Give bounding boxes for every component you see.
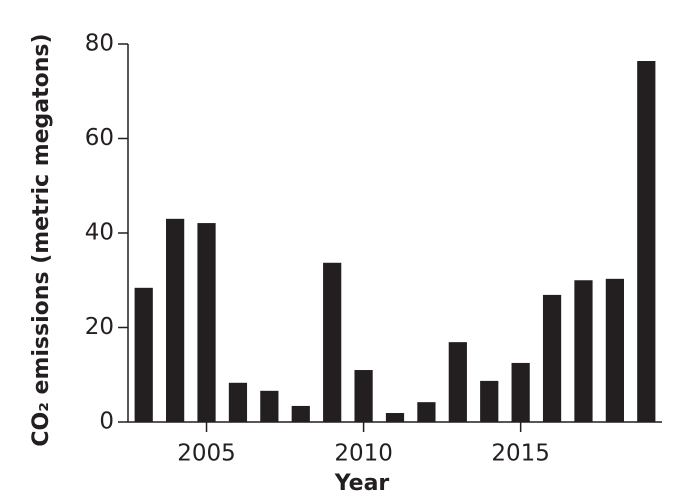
- y-tick-label: 20: [85, 314, 114, 340]
- bar: [260, 390, 279, 422]
- x-axis-label: Year: [334, 471, 390, 496]
- bar: [574, 280, 593, 422]
- bar: [354, 370, 373, 422]
- bar: [166, 218, 185, 422]
- y-tick-label: 0: [99, 409, 114, 435]
- x-tick-label: 2005: [177, 441, 236, 467]
- x-tick-label: 2015: [491, 441, 550, 467]
- y-tick-label: 60: [85, 125, 114, 151]
- bar: [605, 278, 624, 422]
- y-tick-label: 80: [85, 31, 114, 57]
- bar: [323, 262, 342, 422]
- bar: [417, 402, 436, 422]
- bar: [197, 223, 216, 422]
- bar: [637, 61, 656, 422]
- bar: [542, 294, 562, 422]
- bar: [385, 413, 405, 422]
- bar: [480, 380, 499, 422]
- y-axis-label: CO₂ emissions (metric megatons): [29, 33, 54, 446]
- bar: [511, 362, 530, 422]
- bar: [448, 342, 467, 422]
- y-tick-label: 40: [85, 220, 114, 246]
- bar: [134, 287, 153, 422]
- bar: [228, 382, 248, 422]
- bar: [291, 405, 310, 422]
- x-tick-label: 2010: [334, 441, 393, 467]
